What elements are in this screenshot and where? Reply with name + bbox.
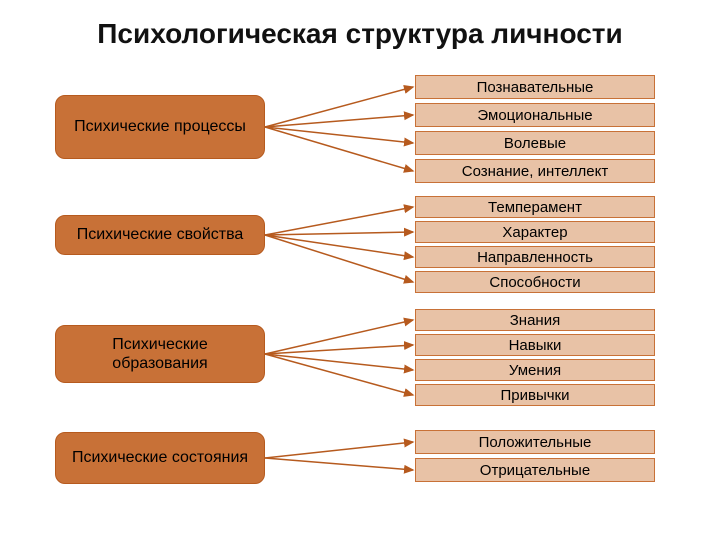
arrow	[265, 354, 413, 395]
target-properties-2: Направленность	[415, 246, 655, 268]
target-label: Сознание, интеллект	[462, 163, 609, 180]
target-properties-1: Характер	[415, 221, 655, 243]
target-label: Привычки	[500, 387, 569, 404]
target-label: Знания	[510, 312, 560, 329]
source-states: Психические состояния	[55, 432, 265, 484]
target-properties-3: Способности	[415, 271, 655, 293]
target-formations-1: Навыки	[415, 334, 655, 356]
arrow	[265, 235, 413, 282]
arrow	[265, 127, 413, 143]
arrow	[265, 232, 413, 235]
target-formations-0: Знания	[415, 309, 655, 331]
target-label: Навыки	[509, 337, 562, 354]
target-processes-1: Эмоциональные	[415, 103, 655, 127]
target-label: Направленность	[477, 249, 593, 266]
arrow	[265, 87, 413, 127]
arrow	[265, 442, 413, 458]
target-states-1: Отрицательные	[415, 458, 655, 482]
target-formations-2: Умения	[415, 359, 655, 381]
target-label: Познавательные	[477, 79, 594, 96]
arrow	[265, 115, 413, 127]
arrow	[265, 458, 413, 470]
target-label: Волевые	[504, 135, 566, 152]
target-processes-2: Волевые	[415, 131, 655, 155]
target-label: Отрицательные	[480, 462, 590, 479]
arrow	[265, 354, 413, 370]
arrow	[265, 345, 413, 354]
target-label: Положительные	[479, 434, 592, 451]
target-label: Эмоциональные	[477, 107, 592, 124]
target-processes-3: Сознание, интеллект	[415, 159, 655, 183]
source-label: Психические свойства	[77, 225, 244, 244]
source-properties: Психические свойства	[55, 215, 265, 255]
source-processes: Психические процессы	[55, 95, 265, 159]
target-label: Способности	[489, 274, 580, 291]
arrow	[265, 320, 413, 354]
source-formations: Психические образования	[55, 325, 265, 383]
arrow	[265, 235, 413, 257]
target-formations-3: Привычки	[415, 384, 655, 406]
source-label: Психические состояния	[72, 448, 248, 467]
diagram-title: Психологическая структура личности	[0, 18, 720, 50]
target-processes-0: Познавательные	[415, 75, 655, 99]
arrow	[265, 207, 413, 235]
source-label: Психические процессы	[74, 117, 246, 136]
target-properties-0: Темперамент	[415, 196, 655, 218]
target-label: Темперамент	[488, 199, 582, 216]
source-label: Психические образования	[64, 335, 256, 373]
target-label: Характер	[502, 224, 567, 241]
arrow	[265, 127, 413, 171]
target-states-0: Положительные	[415, 430, 655, 454]
target-label: Умения	[509, 362, 561, 379]
